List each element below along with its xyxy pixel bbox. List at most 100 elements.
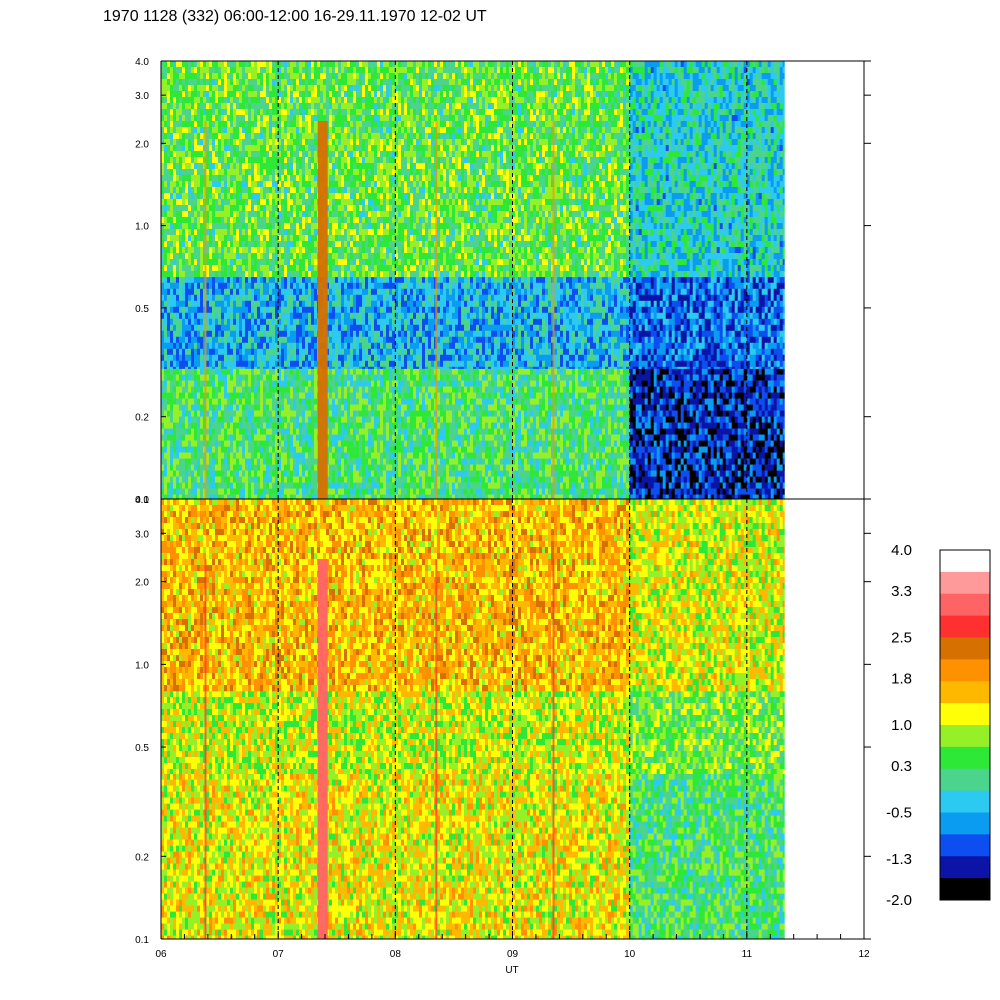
- heatmap-cell: [605, 381, 608, 387]
- heatmap-cell: [476, 459, 479, 465]
- heatmap-cell: [488, 301, 491, 307]
- heatmap-cell: [491, 381, 494, 387]
- heatmap-cell: [557, 417, 560, 423]
- heatmap-cell: [200, 295, 203, 301]
- heatmap-cell: [464, 319, 467, 325]
- heatmap-cell: [383, 387, 386, 393]
- heatmap-cell: [563, 301, 566, 307]
- heatmap-cell: [392, 399, 395, 405]
- heatmap-cell: [263, 459, 266, 465]
- heatmap-cell: [581, 289, 584, 295]
- heatmap-cell: [584, 295, 587, 301]
- heatmap-cell: [440, 295, 443, 301]
- heatmap-cell: [539, 381, 542, 387]
- heatmap-cell: [233, 417, 236, 423]
- heatmap-cell: [419, 369, 422, 375]
- heatmap-cell: [524, 331, 527, 337]
- heatmap-cell: [605, 489, 608, 495]
- heatmap-cell: [608, 313, 611, 319]
- heatmap-cell: [266, 369, 269, 375]
- heatmap-cell: [377, 435, 380, 441]
- heatmap-cell: [428, 453, 431, 459]
- heatmap-cell: [200, 489, 203, 495]
- heatmap-cell: [404, 405, 407, 411]
- heatmap-cell: [308, 435, 311, 441]
- heatmap-cell: [542, 447, 545, 453]
- heatmap-cell: [578, 429, 581, 435]
- heatmap-cell: [269, 405, 272, 411]
- heatmap-cell: [593, 465, 596, 471]
- heatmap-cell: [413, 489, 416, 495]
- heatmap-cell: [350, 393, 353, 399]
- heatmap-cell: [302, 307, 305, 313]
- heatmap-cell: [227, 331, 230, 337]
- heatmap-cell: [221, 477, 224, 483]
- heatmap-cell: [272, 435, 275, 441]
- heatmap-cell: [260, 477, 263, 483]
- heatmap-cell: [545, 307, 548, 313]
- heatmap-cell: [401, 447, 404, 453]
- heatmap-cell: [344, 369, 347, 375]
- heatmap-cell: [557, 423, 560, 429]
- heatmap-cell: [398, 325, 401, 331]
- heatmap-cell: [392, 429, 395, 435]
- heatmap-cell: [518, 381, 521, 387]
- heatmap-cell: [500, 295, 503, 301]
- heatmap-cell: [506, 393, 509, 399]
- heatmap-cell: [623, 465, 626, 471]
- heatmap-cell: [272, 307, 275, 313]
- heatmap-cell: [587, 483, 590, 489]
- heatmap-cell: [470, 375, 473, 381]
- heatmap-cell: [527, 435, 530, 441]
- heatmap-cell: [593, 447, 596, 453]
- heatmap-cell: [605, 441, 608, 447]
- heatmap-cell: [524, 283, 527, 289]
- heatmap-cell: [284, 283, 287, 289]
- heatmap-cell: [287, 369, 290, 375]
- heatmap-cell: [413, 453, 416, 459]
- heatmap-cell: [602, 471, 605, 477]
- heatmap-cell: [626, 441, 629, 447]
- heatmap-cell: [509, 453, 512, 459]
- heatmap-cell: [299, 277, 302, 283]
- heatmap-cell: [224, 477, 227, 483]
- heatmap-cell: [371, 325, 374, 331]
- heatmap-cell: [233, 393, 236, 399]
- heatmap-cell: [350, 289, 353, 295]
- heatmap-cell: [353, 441, 356, 447]
- heatmap-cell: [602, 289, 605, 295]
- heatmap-cell: [356, 393, 359, 399]
- heatmap-cell: [479, 471, 482, 477]
- heatmap-cell: [362, 429, 365, 435]
- heatmap-cell: [209, 465, 212, 471]
- heatmap-cell: [239, 441, 242, 447]
- heatmap-cell: [296, 277, 299, 283]
- heatmap-cell: [542, 283, 545, 289]
- heatmap-cell: [197, 289, 200, 295]
- heatmap-cell: [305, 277, 308, 283]
- heatmap-cell: [542, 301, 545, 307]
- heatmap-cell: [572, 289, 575, 295]
- heatmap-cell: [521, 325, 524, 331]
- heatmap-cell: [539, 301, 542, 307]
- heatmap-cell: [587, 465, 590, 471]
- heatmap-cell: [419, 435, 422, 441]
- heatmap-cell: [533, 411, 536, 417]
- heatmap-cell: [533, 393, 536, 399]
- heatmap-cell: [308, 465, 311, 471]
- heatmap-cell: [239, 393, 242, 399]
- heatmap-cell: [602, 399, 605, 405]
- heatmap-cell: [365, 417, 368, 423]
- heatmap-cell: [488, 429, 491, 435]
- heatmap-cell: [443, 477, 446, 483]
- heatmap-cell: [254, 375, 257, 381]
- heatmap-cell: [242, 307, 245, 313]
- heatmap-cell: [623, 423, 626, 429]
- heatmap-cell: [476, 423, 479, 429]
- heatmap-cell: [224, 313, 227, 319]
- heatmap-cell: [623, 435, 626, 441]
- heatmap-cell: [461, 307, 464, 313]
- heatmap-cell: [404, 447, 407, 453]
- heatmap-cell: [608, 483, 611, 489]
- heatmap-cell: [599, 477, 602, 483]
